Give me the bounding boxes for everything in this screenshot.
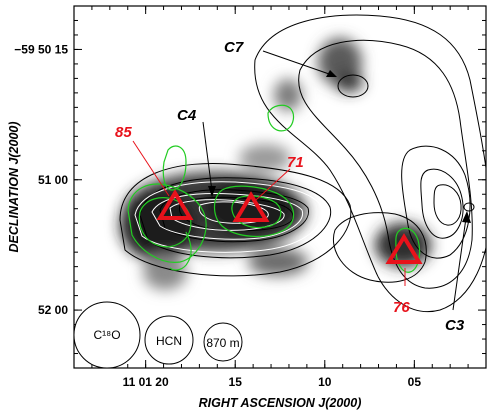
green-contour [267,104,295,132]
source-label-85: 85 [115,124,132,141]
clump-label-c3: C3 [445,317,465,334]
x-tick-label: 05 [408,375,422,389]
source-label-76: 76 [393,299,410,316]
clump-label-c7: C7 [224,39,244,56]
x-tick-label: 11 01 20 [123,375,169,389]
beam-circle-870 [203,322,243,362]
arrow-c3 [452,217,467,311]
green-contour [169,231,192,271]
plot-frame [73,5,487,369]
dust-ridge-west [120,189,196,261]
y-tick-label: 51 00 [38,173,68,187]
x-tick-label: 15 [229,375,243,389]
c18o-contour [333,212,427,283]
green-contour [162,145,187,191]
beam-sizes: C¹⁸O HCN 870 m [73,301,243,369]
green-contour [213,185,295,237]
source-annotations: 85 71 76 [115,124,423,316]
c18o-contour [159,189,309,243]
hcn-contour [134,181,324,253]
x-axis-label: RIGHT ASCENSION J(2000) [199,396,362,410]
c18o-contour-c7-peak [337,74,369,98]
y-axis-label: DECLINATION J(2000) [7,121,21,252]
dust-clump-north-2 [239,144,291,172]
beam-label-870: 870 m [206,336,239,350]
leader-85 [132,140,170,197]
c18o-contour [420,168,464,239]
leader-71 [255,168,291,201]
arrowhead-c3 [462,211,471,223]
source-marker-85 [156,189,194,220]
c18o-contour-c3-peak [463,202,475,212]
beam-circle-c18o [73,301,141,369]
x-tick-label: 10 [318,375,332,389]
arrowhead-c7 [326,70,337,77]
arrow-c4 [202,121,213,192]
arrowhead-c4 [208,186,216,197]
arrow-c7 [262,50,333,76]
c18o-contours [119,14,486,312]
source-label-71: 71 [287,154,304,171]
beam-circle-hcn [144,315,194,365]
c18o-contour [401,145,471,259]
dust-ridge-south [143,254,187,290]
y-tick-label: 52 00 [38,303,68,317]
dust-clump-c7-core [335,72,363,92]
source-marker-71 [232,191,270,222]
y-tick-label: −59 50 15 [14,42,68,56]
dust-ridge-tail [248,248,308,276]
c18o-contour [298,39,473,289]
c18o-contour [119,162,352,277]
axis-ticks [73,6,487,368]
green-contours [127,104,421,273]
dust-clump-north [274,79,302,111]
clump-annotations: C7 C4 C3 [177,39,471,334]
beam-label-hcn: HCN [156,334,182,348]
clump-label-c4: C4 [177,107,197,124]
source-marker-76 [385,233,423,264]
c18o-contour [433,184,462,226]
green-contour [231,195,282,229]
c18o-contour [139,177,332,259]
c18o-contour [254,14,486,312]
green-contour [395,227,421,273]
c18o-contour [179,196,294,232]
beam-label-c18o: C¹⁸O [93,328,120,342]
green-contour [138,197,192,248]
axis-tick-labels: 11 01 20 15 10 05 −59 50 15 51 00 52 00 [14,42,421,389]
green-contour [127,183,207,263]
